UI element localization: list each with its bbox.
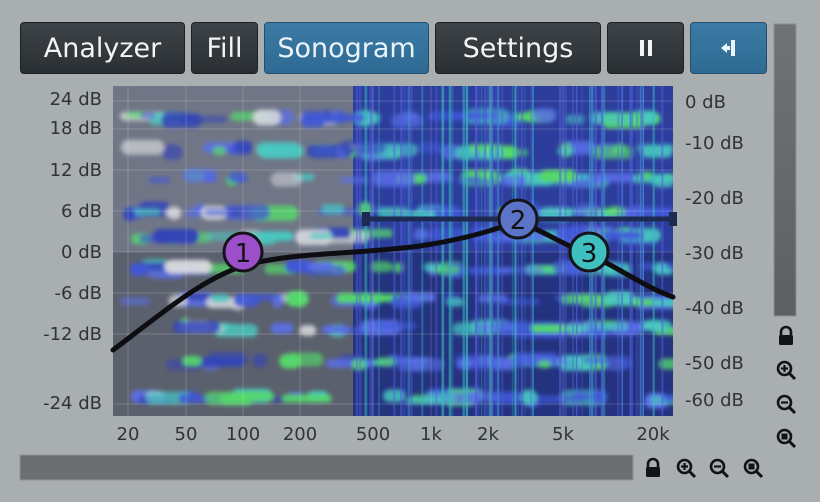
freq-axis-label: 20 <box>116 424 140 445</box>
left-axis-label: 24 dB <box>49 89 102 110</box>
fill-button[interactable]: Fill <box>191 22 258 74</box>
freq-axis-label: 200 <box>282 424 318 445</box>
pause-button[interactable] <box>607 22 684 74</box>
freq-axis-label: 100 <box>225 424 261 445</box>
node-1[interactable]: 1 <box>222 231 264 273</box>
right-axis-label: -50 dB <box>685 353 744 374</box>
zoom-reset-icon[interactable] <box>742 457 764 479</box>
pause-icon <box>639 40 652 56</box>
sonogram-label: Sonogram <box>277 32 416 64</box>
zoom-reset-icon[interactable] <box>775 427 797 449</box>
node-2-label: 2 <box>510 206 527 236</box>
output-meter[interactable] <box>773 23 797 317</box>
freq-axis-label: 5k <box>552 424 574 445</box>
left-axis-label: 18 dB <box>49 118 102 139</box>
freq-axis-label: 1k <box>420 424 442 445</box>
settings-button[interactable]: Settings <box>435 22 601 74</box>
right-axis-label: -40 dB <box>685 298 744 319</box>
zoom-in-icon[interactable] <box>775 359 797 381</box>
left-axis-label: 6 dB <box>61 201 102 222</box>
zoom-in-icon[interactable] <box>675 457 697 479</box>
right-axis-label: -60 dB <box>685 390 744 411</box>
left-axis-label: 0 dB <box>61 242 102 263</box>
settings-label: Settings <box>462 32 574 64</box>
freq-axis-label: 20k <box>636 424 670 445</box>
right-axis-label: -10 dB <box>685 133 744 154</box>
left-axis-label: 12 dB <box>49 160 102 181</box>
right-axis-label: 0 dB <box>685 92 726 113</box>
left-axis-label: -6 dB <box>54 283 102 304</box>
sonogram-button[interactable]: Sonogram <box>264 22 429 74</box>
node-1-label: 1 <box>235 239 252 269</box>
lock-icon[interactable] <box>775 325 797 347</box>
left-axis-label: -12 dB <box>43 324 102 345</box>
sidechain-icon <box>720 40 735 56</box>
freq-axis-label: 50 <box>174 424 198 445</box>
lock-icon[interactable] <box>642 457 664 479</box>
right-axis-label: -30 dB <box>685 243 744 264</box>
left-axis-label: -24 dB <box>43 393 102 414</box>
node-3[interactable]: 3 <box>568 231 610 273</box>
sidechain-button[interactable] <box>690 22 767 74</box>
zoom-out-icon[interactable] <box>775 393 797 415</box>
horizontal-scrollbar[interactable] <box>19 454 634 481</box>
fill-label: Fill <box>206 32 243 64</box>
node-3-label: 3 <box>581 239 598 269</box>
analyzer-label: Analyzer <box>43 32 162 64</box>
freq-axis-label: 2k <box>477 424 499 445</box>
zoom-out-icon[interactable] <box>708 457 730 479</box>
right-axis-label: -20 dB <box>685 188 744 209</box>
freq-axis-label: 500 <box>355 424 391 445</box>
node-2[interactable]: 2 <box>497 198 539 240</box>
analyzer-button[interactable]: Analyzer <box>20 22 185 74</box>
